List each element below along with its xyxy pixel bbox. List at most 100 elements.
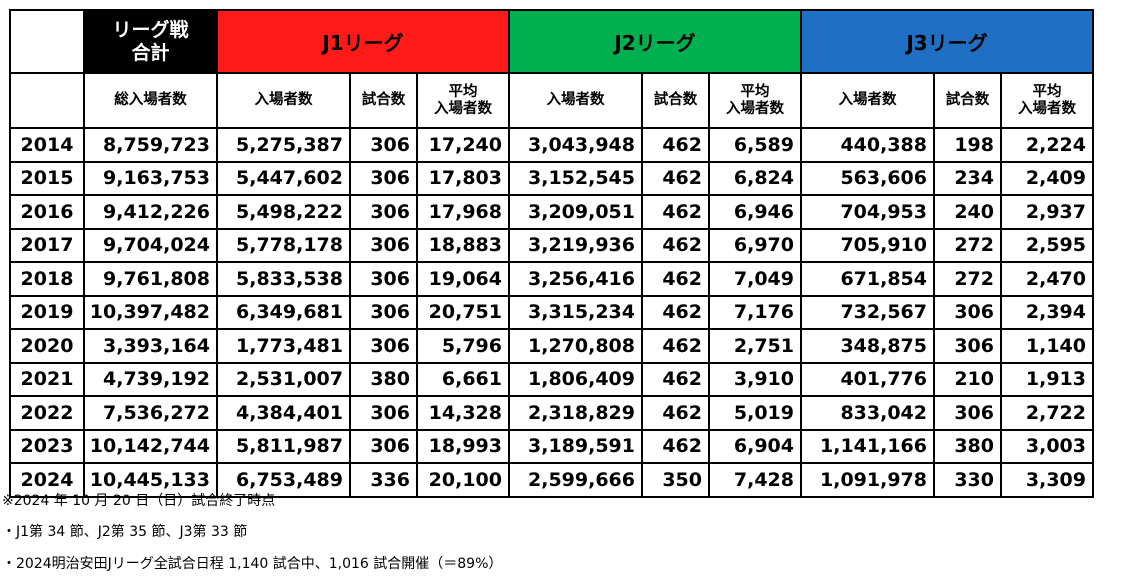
value-cell: 330: [933, 462, 1002, 498]
value-cell: 306: [349, 294, 418, 330]
value-cell: 210: [933, 361, 1002, 397]
value-cell: 4,384,401: [216, 395, 351, 431]
value-cell: 20,751: [416, 294, 510, 330]
value-cell: 671,854: [800, 261, 935, 297]
attendance-table: リーグ戦 合計 J1リーグ J2リーグ J3リーグ 総入場者数 入場者数 試合数 平均入…: [9, 9, 1094, 498]
value-cell: 5,498,222: [216, 194, 351, 230]
value-cell: 10,142,744: [83, 428, 218, 464]
value-cell: 5,811,987: [216, 428, 351, 464]
value-cell: 6,946: [708, 194, 802, 230]
value-cell: 3,152,545: [508, 160, 643, 196]
sub-header-cell: 総入場者数: [83, 72, 218, 129]
note-rounds: ・J1第 34 節、J2第 35 節、J3第 33 節: [2, 524, 248, 540]
value-cell: 462: [641, 261, 710, 297]
value-cell: 462: [641, 227, 710, 263]
value-cell: 306: [349, 328, 418, 364]
value-cell: 9,704,024: [83, 227, 218, 263]
value-cell: 2,224: [1000, 127, 1094, 163]
value-cell: 2,394: [1000, 294, 1094, 330]
group-header-j1: J1リーグ: [216, 9, 510, 74]
value-cell: 17,240: [416, 127, 510, 163]
table-row: 2018 9,761,808 5,833,538 306 19,064 3,256,416…: [9, 261, 1094, 297]
value-cell: 7,536,272: [83, 395, 218, 431]
value-cell: 9,412,226: [83, 194, 218, 230]
value-cell: 6,824: [708, 160, 802, 196]
table-row: 2024 10,445,133 6,753,489 336 20,100 2,599,66…: [9, 462, 1094, 498]
year-cell: 2021: [9, 361, 85, 397]
value-cell: 3,189,591: [508, 428, 643, 464]
value-cell: 336: [349, 462, 418, 498]
value-cell: 2,937: [1000, 194, 1094, 230]
value-cell: 306: [349, 395, 418, 431]
sub-header-cell: 試合数: [933, 72, 1002, 129]
value-cell: 732,567: [800, 294, 935, 330]
year-cell: 2018: [9, 261, 85, 297]
value-cell: 19,064: [416, 261, 510, 297]
value-cell: 6,661: [416, 361, 510, 397]
value-cell: 2,595: [1000, 227, 1094, 263]
value-cell: 9,761,808: [83, 261, 218, 297]
value-cell: 5,447,602: [216, 160, 351, 196]
sub-header-cell: 試合数: [641, 72, 710, 129]
value-cell: 1,270,808: [508, 328, 643, 364]
value-cell: 3,209,051: [508, 194, 643, 230]
value-cell: 3,910: [708, 361, 802, 397]
value-cell: 462: [641, 328, 710, 364]
year-cell: 2022: [9, 395, 85, 431]
value-cell: 350: [641, 462, 710, 498]
year-cell: 2019: [9, 294, 85, 330]
value-cell: 7,176: [708, 294, 802, 330]
value-cell: 1,806,409: [508, 361, 643, 397]
table-row: 2021 4,739,192 2,531,007 380 6,661 1,806,409 4…: [9, 361, 1094, 397]
value-cell: 306: [933, 395, 1002, 431]
table-row: 2023 10,142,744 5,811,987 306 18,993 3,189,59…: [9, 428, 1094, 464]
value-cell: 2,531,007: [216, 361, 351, 397]
value-cell: 380: [349, 361, 418, 397]
value-cell: 348,875: [800, 328, 935, 364]
value-cell: 380: [933, 428, 1002, 464]
year-cell: 2015: [9, 160, 85, 196]
value-cell: 7,428: [708, 462, 802, 498]
value-cell: 5,796: [416, 328, 510, 364]
value-cell: 2,409: [1000, 160, 1094, 196]
table-row: 2016 9,412,226 5,498,222 306 17,968 3,209,051…: [9, 194, 1094, 230]
value-cell: 2,318,829: [508, 395, 643, 431]
value-cell: 440,388: [800, 127, 935, 163]
value-cell: 3,003: [1000, 428, 1094, 464]
value-cell: 306: [349, 160, 418, 196]
value-cell: 18,883: [416, 227, 510, 263]
group-header-row: リーグ戦 合計 J1リーグ J2リーグ J3リーグ: [9, 9, 1094, 74]
value-cell: 14,328: [416, 395, 510, 431]
value-cell: 462: [641, 361, 710, 397]
value-cell: 306: [349, 428, 418, 464]
year-cell: 2016: [9, 194, 85, 230]
value-cell: 272: [933, 261, 1002, 297]
value-cell: 306: [349, 227, 418, 263]
value-cell: 462: [641, 194, 710, 230]
value-cell: 6,970: [708, 227, 802, 263]
sub-header-cell: 入場者数: [800, 72, 935, 129]
value-cell: 1,773,481: [216, 328, 351, 364]
value-cell: 705,910: [800, 227, 935, 263]
value-cell: 198: [933, 127, 1002, 163]
value-cell: 1,913: [1000, 361, 1094, 397]
value-cell: 6,904: [708, 428, 802, 464]
value-cell: 563,606: [800, 160, 935, 196]
value-cell: 6,349,681: [216, 294, 351, 330]
note-progress: ・2024明治安田Jリーグ全試合日程 1,140 試合中、1,016 試合開催（…: [2, 556, 503, 572]
value-cell: 3,043,948: [508, 127, 643, 163]
sub-header-cell: 入場者数: [216, 72, 351, 129]
year-cell: 2024: [9, 462, 85, 498]
total-header: リーグ戦 合計: [83, 9, 218, 74]
value-cell: 8,759,723: [83, 127, 218, 163]
value-cell: 5,778,178: [216, 227, 351, 263]
table-row: 2015 9,163,753 5,447,602 306 17,803 3,152,545…: [9, 160, 1094, 196]
value-cell: 306: [933, 294, 1002, 330]
value-cell: 5,275,387: [216, 127, 351, 163]
value-cell: 2,722: [1000, 395, 1094, 431]
value-cell: 462: [641, 160, 710, 196]
value-cell: 6,753,489: [216, 462, 351, 498]
sub-header-cell: [9, 72, 85, 129]
value-cell: 462: [641, 127, 710, 163]
group-header-j3: J3リーグ: [800, 9, 1094, 74]
